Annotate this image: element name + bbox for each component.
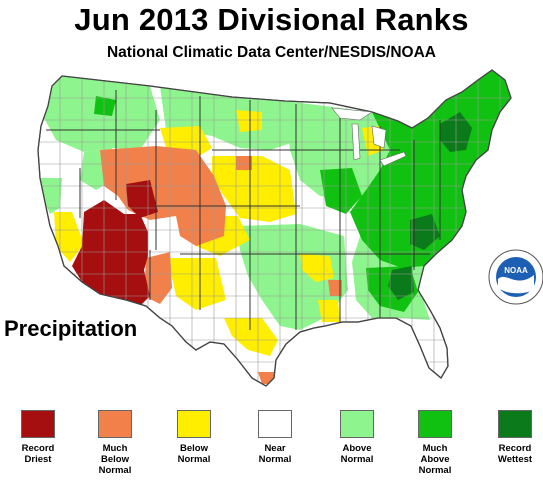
legend: Record Driest Much Below Normal Below Normal Ne… [0,410,543,488]
legend-label-below: Below Normal [154,443,234,465]
legend-label-line: Normal [177,454,211,465]
lake-erie [379,151,407,167]
southwest-record-dry [72,200,150,306]
legend-label-line: Wettest [497,454,533,465]
legend-label-line: Normal [340,454,374,465]
mississippi-much-below [328,280,342,296]
legend-label-line: Much [422,443,448,454]
legend-swatch-record-driest [21,410,55,438]
noaa-logo: NOAA [488,249,543,305]
legend-label-much-below: Much Below Normal [75,443,155,476]
legend-label-line: Record [21,443,55,454]
legend-swatch-much-below [98,410,132,438]
much-below-normal-region [100,146,342,384]
lake-huron [371,125,387,149]
nebraska-much-below [236,156,252,170]
ohio-valley-much-above [320,168,362,214]
legend-label-record-driest: Record Driest [0,443,78,465]
legend-label-line: Normal [258,454,292,465]
new-mexico-east-below [168,258,226,310]
california-coast-above [40,178,62,214]
climate-divisions [38,70,511,386]
legend-label-line: Normal [98,465,132,476]
record-driest-region [72,180,158,306]
louisiana-below [318,300,340,322]
noaa-wave-icon [498,275,534,294]
legend-label-line: Below [180,443,208,454]
legend-label-record-wettest: Record Wettest [475,443,543,465]
great-basin-much-below [100,146,226,246]
lake-superior [331,107,373,121]
legend-label-line: Normal [418,465,452,476]
arkansas-below [300,254,334,282]
above-normal-region [40,76,430,330]
legend-swatch-below [177,410,211,438]
legend-swatch-record-wettest [498,410,532,438]
legend-label-line: Near [264,443,286,454]
legend-label-line: Driest [24,454,52,465]
legend-label-line: Above [342,443,372,454]
northern-plains-above [160,86,300,150]
map-title: Jun 2013 Divisional Ranks [74,2,469,37]
legend-label-line: Record [498,443,532,454]
variable-label: Precipitation [4,316,138,341]
noaa-logo-text: NOAA [504,266,528,275]
map-subtitle: National Climatic Data Center/NESDIS/NOA… [106,44,436,61]
legend-label-line: Below [101,454,129,465]
legend-label-much-above: Much Above Normal [395,443,475,476]
state-boundaries [46,90,441,330]
legend-label-line: Above [420,454,450,465]
legend-swatch-much-above [418,410,452,438]
arizona-east-much-below [144,252,172,304]
georgia-record-wet [388,266,414,300]
texas-south-below [224,318,278,356]
california-central-below [54,212,84,262]
legend-label-above: Above Normal [317,443,397,465]
carolinas-record-wet [410,214,440,250]
lake-michigan [351,123,361,161]
legend-swatch-near [258,410,292,438]
north-dakota-below [236,110,262,132]
legend-label-near: Near Normal [235,443,315,465]
montana-much-above [94,96,116,116]
legend-label-line: Much [102,443,128,454]
utah-record-dry [126,180,158,218]
legend-swatch-above [340,410,374,438]
great-lakes [331,107,407,167]
